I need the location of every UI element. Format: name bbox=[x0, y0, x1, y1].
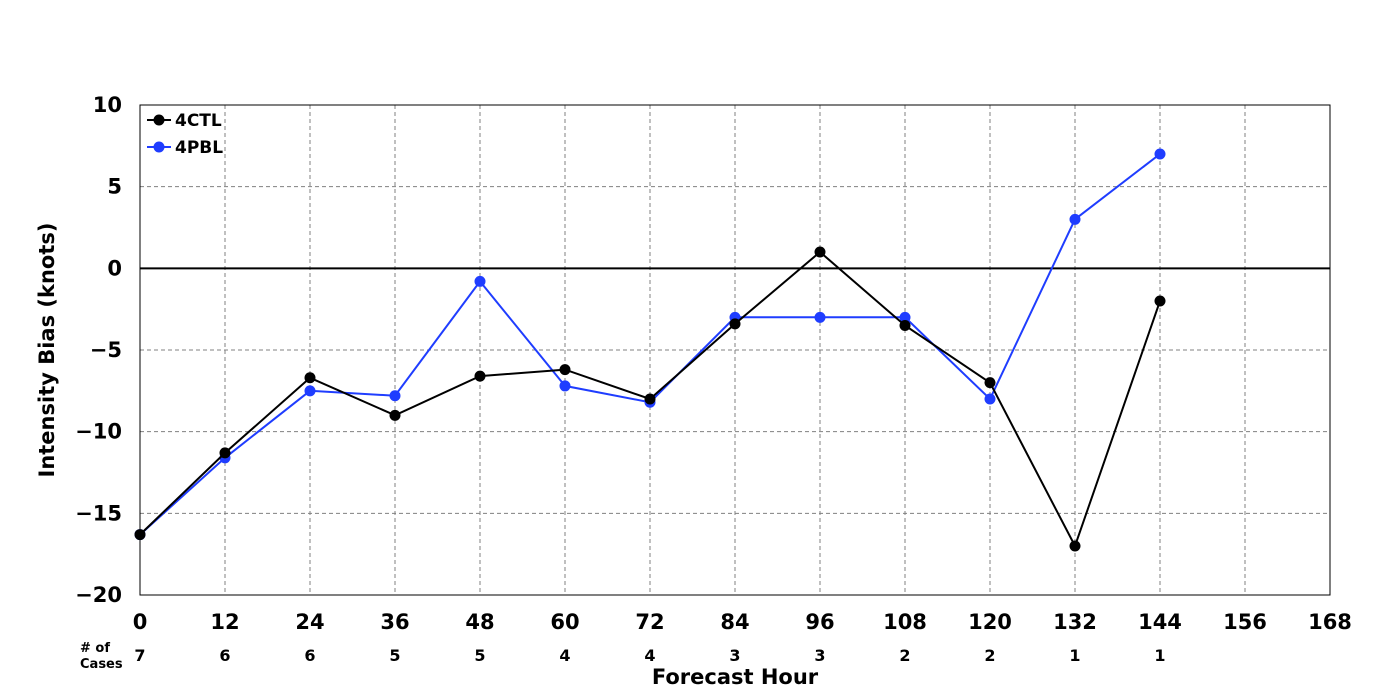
case-count: 6 bbox=[304, 646, 315, 665]
case-count: 5 bbox=[389, 646, 400, 665]
y-axis-title: Intensity Bias (knots) bbox=[35, 223, 59, 478]
y-tick-label: −20 bbox=[75, 583, 122, 607]
data-point-4pbl bbox=[1069, 213, 1081, 225]
data-point-4pbl bbox=[389, 390, 401, 402]
data-point-4ctl bbox=[389, 409, 401, 421]
data-point-4pbl bbox=[559, 380, 571, 392]
data-point-4ctl bbox=[729, 318, 741, 330]
legend-marker-4pbl bbox=[153, 141, 165, 153]
y-axis-ticks: 10 5 0 −5 −10 −15 −20 bbox=[75, 93, 122, 607]
x-tick-label: 36 bbox=[380, 610, 409, 634]
x-tick-label: 48 bbox=[465, 610, 494, 634]
x-tick-label: 0 bbox=[133, 610, 148, 634]
case-count: 3 bbox=[814, 646, 825, 665]
data-point-4ctl bbox=[644, 393, 656, 405]
case-count: 3 bbox=[729, 646, 740, 665]
x-axis-title: Forecast Hour bbox=[652, 665, 819, 689]
data-point-4pbl bbox=[474, 275, 486, 287]
x-tick-label: 60 bbox=[550, 610, 579, 634]
x-tick-label: 120 bbox=[968, 610, 1012, 634]
plot-frame bbox=[139, 104, 1331, 596]
x-tick-label: 24 bbox=[295, 610, 324, 634]
data-point-4ctl bbox=[899, 320, 911, 331]
data-point-4ctl bbox=[304, 372, 316, 384]
y-tick-label: 5 bbox=[107, 175, 122, 199]
data-point-4pbl bbox=[1154, 148, 1166, 160]
x-tick-label: 156 bbox=[1223, 610, 1267, 634]
x-tick-label: 132 bbox=[1053, 610, 1097, 634]
legend-marker-4ctl bbox=[153, 114, 165, 126]
x-tick-label: 108 bbox=[883, 610, 927, 634]
cases-label-line2: Cases bbox=[80, 657, 123, 672]
y-tick-label: 0 bbox=[107, 256, 122, 280]
series-layer bbox=[134, 148, 1166, 552]
case-count: 2 bbox=[984, 646, 995, 665]
y-tick-label: 10 bbox=[93, 93, 122, 117]
y-tick-label: −15 bbox=[75, 501, 122, 525]
x-tick-label: 72 bbox=[635, 610, 664, 634]
data-point-4ctl bbox=[984, 377, 996, 389]
data-point-4ctl bbox=[559, 364, 571, 376]
case-count: 1 bbox=[1069, 646, 1080, 665]
case-count: 5 bbox=[474, 646, 485, 665]
x-tick-label: 144 bbox=[1138, 610, 1182, 634]
data-point-4pbl bbox=[984, 393, 996, 405]
case-count: 7 bbox=[134, 646, 145, 665]
legend-label-4pbl: 4PBL bbox=[175, 138, 223, 158]
grid bbox=[140, 105, 1330, 595]
data-point-4ctl bbox=[1154, 295, 1166, 307]
cases-row: # of Cases 7 6 6 5 5 4 4 3 3 2 2 1 1 bbox=[80, 641, 1166, 672]
data-point-4pbl bbox=[304, 385, 316, 397]
data-point-4ctl bbox=[474, 370, 486, 382]
case-count: 2 bbox=[899, 646, 910, 665]
x-tick-label: 12 bbox=[210, 610, 239, 634]
case-count: 6 bbox=[219, 646, 230, 665]
data-point-4pbl bbox=[814, 311, 826, 323]
data-point-4ctl bbox=[814, 246, 826, 258]
data-point-4ctl bbox=[1069, 540, 1081, 552]
data-point-4pbl bbox=[899, 311, 911, 323]
x-axis-ticks: 0 12 24 36 48 60 72 84 96 108 120 132 144 156 168 bbox=[133, 610, 1352, 634]
y-tick-label: −5 bbox=[90, 338, 122, 362]
case-count: 4 bbox=[644, 646, 655, 665]
x-tick-label: 168 bbox=[1308, 610, 1352, 634]
case-count: 4 bbox=[559, 646, 570, 665]
data-point-4ctl bbox=[134, 529, 146, 541]
cases-label-line1: # of bbox=[80, 641, 110, 656]
legend-label-4ctl: 4CTL bbox=[175, 111, 222, 131]
data-point-4ctl bbox=[219, 447, 231, 459]
case-count: 1 bbox=[1154, 646, 1165, 665]
x-tick-label: 96 bbox=[805, 610, 834, 634]
x-tick-label: 84 bbox=[720, 610, 749, 634]
y-tick-label: −10 bbox=[75, 420, 122, 444]
legend: 4CTL 4PBL bbox=[147, 111, 223, 158]
